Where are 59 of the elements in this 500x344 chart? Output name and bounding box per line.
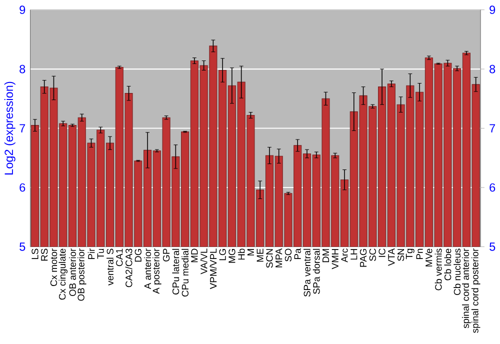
x-tick-label: M <box>247 249 254 256</box>
x-tick-label: VMH <box>332 249 338 270</box>
x-tick-label: OB posterior <box>77 248 86 301</box>
x-tick-label: Pir <box>88 248 95 260</box>
x-tick-label: CA1 <box>116 248 123 266</box>
x-tick-label: SC <box>369 248 376 262</box>
x-tick-label: Tu <box>97 249 104 259</box>
x-tick-label: CA2/CA3 <box>125 248 132 288</box>
x-tick-label: IC <box>378 248 386 258</box>
x-tick-label: Pn <box>416 249 423 260</box>
x-tick-label: GP <box>162 248 170 262</box>
y2-tick-label: 7 <box>490 124 496 133</box>
y-tick-label: 7 <box>20 124 26 133</box>
x-tick-label: A posterior <box>152 248 162 294</box>
y-tick-label: 5 <box>20 242 26 252</box>
x-tick-label: Tg <box>406 249 414 260</box>
x-tick-label: Cb vermis <box>434 248 442 290</box>
x-tick-label: SO <box>284 248 292 262</box>
x-tick-label: RS <box>41 248 48 261</box>
x-tick-label: Pa <box>294 248 301 260</box>
y2-tick-label: 8 <box>490 65 496 74</box>
x-tick-label: DM <box>322 249 329 262</box>
x-tick-label: spinal cord posterior <box>471 248 480 334</box>
y2-tick-label: 9 <box>490 6 496 14</box>
x-tick-label: ME <box>256 248 264 262</box>
x-tick-label: VA/VL <box>200 248 208 274</box>
x-tick-label: LS <box>32 248 38 260</box>
x-tick-label: MD <box>191 248 198 262</box>
x-tick-label: LH <box>350 249 358 260</box>
x-tick-label: Cb nucleus <box>454 248 461 296</box>
x-tick-label: SPa ventral <box>304 249 310 297</box>
x-tick-label: MG <box>228 249 236 263</box>
x-tick-label: Arc <box>341 248 348 263</box>
y2-tick-label: 5 <box>490 242 496 252</box>
x-tick-label: CPu medial <box>182 249 189 297</box>
x-tick-label: LG <box>219 249 226 260</box>
y-tick-label: 9 <box>20 6 26 14</box>
x-tick-label: SCN <box>266 249 273 268</box>
x-tick-label: MPA <box>276 248 282 268</box>
x-tick-label: SPa dorsal <box>312 249 320 294</box>
x-tick-label: A anterior <box>144 248 151 290</box>
x-tick-label: Cx motor <box>50 248 58 286</box>
x-tick-label: VPM/VPL <box>210 248 217 290</box>
x-tick-label: DG <box>134 249 142 262</box>
x-tick-label: ventral S <box>106 248 114 286</box>
x-tick-label: spinal cord anterior <box>462 248 471 328</box>
x-tick-label: Cb lobe <box>444 248 452 281</box>
y-axis-title: Log2 (expression) <box>4 82 16 175</box>
x-tick-label: SN <box>397 249 404 262</box>
x-tick-label: Hb <box>238 248 245 260</box>
x-tick-label: CPu lateral <box>172 249 180 295</box>
x-tick-label: MVe <box>426 248 432 267</box>
y2-tick-label: 6 <box>490 184 496 192</box>
y-tick-label: 8 <box>20 65 26 74</box>
y-tick-label: 6 <box>20 184 26 192</box>
x-tick-label: Cx cingulate <box>58 248 68 300</box>
x-tick-label: VTA <box>388 248 395 266</box>
x-tick-label: PAG <box>360 249 367 267</box>
x-tick-label: OB anterior <box>69 248 76 296</box>
